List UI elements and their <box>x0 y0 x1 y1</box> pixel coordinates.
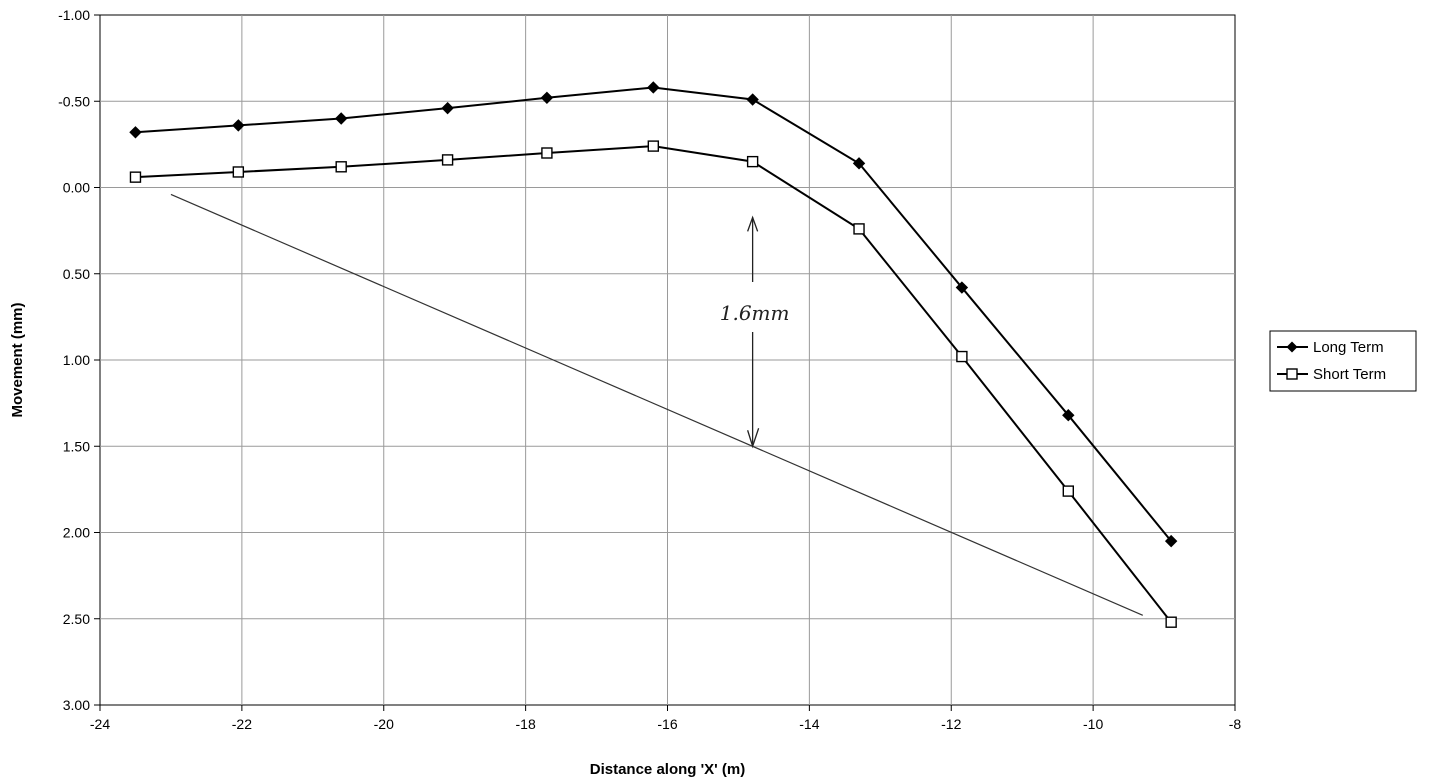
x-tick-label: -22 <box>232 716 252 732</box>
short-term-point <box>541 147 553 159</box>
legend: Long Term Short Term <box>1269 330 1417 392</box>
long-term-point <box>334 112 348 125</box>
x-tick-label: -12 <box>941 716 961 732</box>
plot-area: -24 -22 -20 -18 -16 -14 -12 -10 -8 -1.00 -0.50 0.00… <box>58 7 1241 732</box>
long-term-point <box>232 119 245 132</box>
x-tick-label: -20 <box>374 716 394 732</box>
y-tick-label: 0.50 <box>63 266 90 282</box>
y-tick-label: 1.00 <box>63 352 90 368</box>
legend-marker-diamond <box>1286 341 1298 353</box>
short-term-point <box>956 350 968 363</box>
x-tick-label: -24 <box>90 716 110 732</box>
y-tick-label: -1.00 <box>58 7 90 23</box>
short-term-point <box>746 155 759 168</box>
x-axis-label: Distance along 'X' (m) <box>590 761 746 778</box>
long-term-point <box>441 101 454 115</box>
short-term-point <box>647 140 660 152</box>
short-term-point <box>232 166 245 178</box>
long-term-point <box>129 126 142 139</box>
reference-line <box>170 193 1144 616</box>
arrow-head-down <box>747 428 760 449</box>
arrow-head-up <box>747 215 759 232</box>
short-term-point <box>335 161 347 173</box>
y-tick-label: 1.50 <box>63 438 90 454</box>
short-term-point <box>129 171 142 183</box>
long-term-point <box>1062 408 1075 422</box>
y-tick-label: 2.50 <box>63 611 90 627</box>
y-tick-label: 3.00 <box>63 697 90 713</box>
x-tick-label: -8 <box>1229 716 1242 732</box>
x-tick-label: -10 <box>1083 716 1103 732</box>
short-term-point <box>1165 616 1177 628</box>
legend-label: Short Term <box>1313 366 1386 383</box>
long-term-point <box>746 93 759 106</box>
legend-box <box>1269 330 1417 392</box>
short-term-point <box>1062 485 1074 497</box>
y-axis-label: Movement (mm) <box>9 302 26 417</box>
x-tick-label: -16 <box>657 716 677 732</box>
long-term-point <box>540 91 554 105</box>
y-tick-label: -0.50 <box>58 93 90 109</box>
short-term-point <box>853 223 865 235</box>
long-term-point <box>647 81 660 94</box>
long-term-point <box>852 157 866 170</box>
y-tick-label: 0.00 <box>63 180 90 196</box>
long-term-point <box>955 281 969 294</box>
annotation-label: 1.6mm <box>720 301 790 325</box>
legend-label: Long Term <box>1313 339 1384 356</box>
short-term-point <box>441 154 454 166</box>
x-tick-label: -18 <box>516 716 536 732</box>
long-term-point <box>1164 534 1178 548</box>
y-tick-label: 2.00 <box>63 525 90 541</box>
x-tick-label: -14 <box>799 716 819 732</box>
legend-marker-square <box>1286 368 1298 380</box>
